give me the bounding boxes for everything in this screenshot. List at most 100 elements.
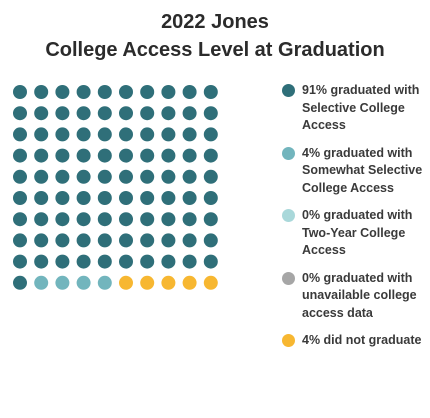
waffle-dot [13, 212, 27, 227]
waffle-dot [161, 212, 176, 227]
waffle-dot [55, 169, 70, 184]
waffle-dot [13, 169, 27, 184]
waffle-dot [140, 148, 155, 163]
waffle-dot [161, 148, 176, 163]
waffle-dot [203, 169, 218, 184]
legend-label: 0% graduated with Two-Year College Acces… [302, 208, 413, 257]
waffle-dot [161, 233, 176, 248]
waffle-dot [55, 106, 70, 121]
waffle-dot [13, 254, 27, 269]
waffle-dot [182, 275, 197, 290]
legend-swatch [282, 84, 295, 97]
legend-item: 4% did not graduate [282, 332, 430, 350]
waffle-dot [13, 191, 27, 205]
waffle-dot [34, 254, 49, 269]
waffle-dot [161, 275, 176, 290]
waffle-dot [55, 254, 70, 269]
waffle-dot [182, 212, 197, 227]
waffle-dot [161, 169, 176, 184]
waffle-dot [55, 148, 70, 163]
waffle-dot [97, 233, 112, 248]
waffle-dot [76, 212, 91, 227]
legend-swatch [282, 334, 295, 347]
legend-item: 4% graduated with Somewhat Selective Col… [282, 145, 430, 198]
legend-label: 0% graduated with unavailable college ac… [302, 270, 417, 320]
waffle-dot [140, 233, 155, 248]
chart-title-line-1: 2022 Jones [161, 11, 269, 33]
waffle-dot [76, 127, 91, 142]
waffle-dot [76, 275, 91, 290]
waffle-dot [140, 191, 155, 205]
waffle-dot [203, 212, 218, 227]
waffle-dot [55, 127, 70, 142]
legend: 91% graduated with Selective College Acc… [282, 82, 430, 360]
waffle-dot [76, 233, 91, 248]
waffle-dot [97, 148, 112, 163]
waffle-dot [34, 169, 49, 184]
waffle-dot [76, 169, 91, 184]
waffle-dot [97, 212, 112, 227]
waffle-dot [203, 85, 218, 99]
waffle-dot [119, 212, 133, 227]
waffle-dot [76, 254, 91, 269]
waffle-dot [182, 148, 197, 163]
chart-title-line-2: College Access Level at Graduation [45, 39, 385, 61]
waffle-dot [203, 127, 218, 142]
waffle-dot [161, 191, 176, 205]
waffle-dot [182, 169, 197, 184]
legend-swatch [282, 209, 295, 222]
waffle-dot [161, 85, 176, 99]
waffle-dot [97, 275, 112, 290]
waffle-dot [140, 169, 155, 184]
waffle-dot [182, 106, 197, 121]
waffle-dot [161, 254, 176, 269]
waffle-dot [13, 106, 27, 121]
waffle-dot [97, 191, 112, 205]
waffle-dot [119, 148, 133, 163]
waffle-dot [34, 212, 49, 227]
waffle-dot [182, 127, 197, 142]
waffle-dot [140, 127, 155, 142]
waffle-dot [13, 233, 27, 248]
waffle-dot [55, 85, 70, 99]
waffle-dot [34, 148, 49, 163]
waffle-dot [203, 254, 218, 269]
waffle-dot [34, 275, 49, 290]
legend-label: 91% graduated with Selective College Acc… [302, 83, 420, 132]
waffle-dot [34, 85, 49, 99]
waffle-dot [203, 191, 218, 205]
legend-label: 4% did not graduate [302, 333, 422, 347]
waffle-dot [140, 212, 155, 227]
waffle-dot [34, 191, 49, 205]
waffle-dot [140, 254, 155, 269]
waffle-dot [119, 191, 133, 205]
waffle-dot [55, 212, 70, 227]
waffle-dot [34, 233, 49, 248]
waffle-dot [34, 127, 49, 142]
waffle-dot [97, 85, 112, 99]
waffle-dot [182, 191, 197, 205]
waffle-dot [203, 233, 218, 248]
waffle-dot [97, 106, 112, 121]
legend-item: 0% graduated with unavailable college ac… [282, 270, 430, 323]
waffle-dot [76, 106, 91, 121]
waffle-dot [76, 148, 91, 163]
chart-title: 2022 Jones College Access Level at Gradu… [0, 8, 430, 64]
waffle-dot [119, 127, 133, 142]
waffle-dot [203, 106, 218, 121]
waffle-dot [55, 191, 70, 205]
legend-item: 91% graduated with Selective College Acc… [282, 82, 430, 135]
waffle-dot [97, 254, 112, 269]
waffle-dot [119, 275, 133, 290]
waffle-dot [203, 148, 218, 163]
waffle-dot [13, 127, 27, 142]
waffle-dot [76, 191, 91, 205]
legend-label: 4% graduated with Somewhat Selective Col… [302, 145, 423, 195]
waffle-dot [182, 254, 197, 269]
waffle-dot [97, 169, 112, 184]
waffle-dot [13, 148, 27, 163]
waffle-dot [119, 169, 133, 184]
waffle-dot [161, 127, 176, 142]
waffle-dot [97, 127, 112, 142]
legend-swatch [282, 271, 295, 285]
